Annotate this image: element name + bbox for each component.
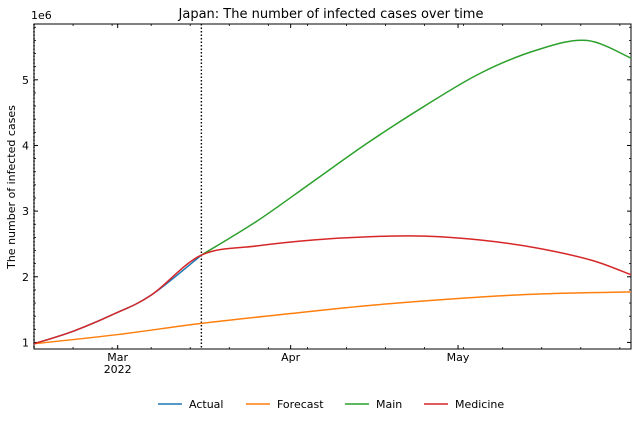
y-offset-label: 1e6: [31, 9, 52, 22]
x-tick-label: Mar: [107, 351, 128, 364]
legend: Actual Forecast Main Medicine: [158, 398, 504, 411]
legend-label-actual: Actual: [189, 398, 223, 411]
chart-title: Japan: The number of infected cases over…: [178, 7, 484, 22]
series-line-medicine: [33, 235, 632, 345]
y-tick-label: 5: [22, 74, 29, 87]
legend-label-main: Main: [376, 398, 402, 411]
y-tick-label: 2: [22, 271, 29, 284]
series-line-forecast: [33, 291, 632, 345]
x-tick-label: May: [447, 351, 470, 364]
y-tick-label: 1: [22, 336, 29, 349]
y-tick-label: 4: [22, 139, 29, 152]
series-line-actual: [33, 254, 202, 345]
legend-label-forecast: Forecast: [277, 398, 324, 411]
y-axis-label: The number of infected cases: [5, 105, 18, 270]
x-tick-label: Apr: [281, 351, 301, 364]
x-tick-sublabel: 2022: [104, 363, 132, 376]
plot-frame: [33, 23, 632, 350]
legend-label-medicine: Medicine: [455, 398, 504, 411]
series-line-main: [200, 39, 632, 256]
y-tick-label: 3: [22, 205, 29, 218]
